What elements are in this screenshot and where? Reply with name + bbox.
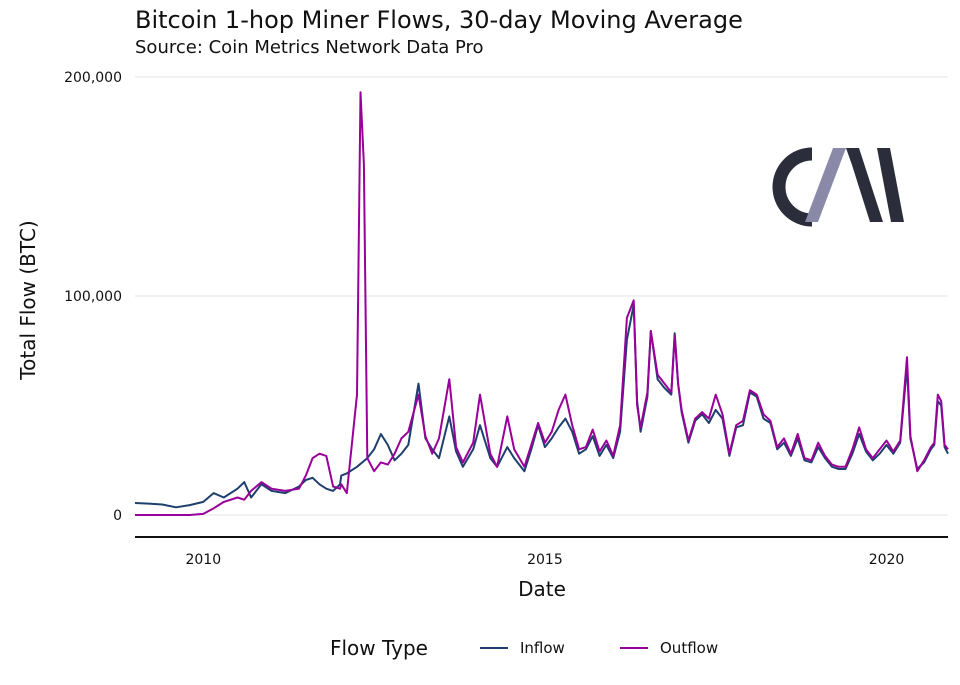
gridlines <box>135 76 948 516</box>
legend-label-inflow: Inflow <box>520 639 565 657</box>
y-tick-label: 100,000 <box>64 289 122 305</box>
x-tick-label: 2020 <box>869 552 905 568</box>
y-axis-title: Total Flow (BTC) <box>16 220 40 380</box>
x-tick-label: 2015 <box>527 552 563 568</box>
series-line-outflow <box>135 91 949 516</box>
x-axis-ticks: 2010 2015 2020 <box>185 552 904 568</box>
logo-m-right <box>877 148 904 222</box>
y-tick-label: 0 <box>113 508 122 524</box>
y-axis-ticks: 0 100,000 200,000 <box>64 70 122 524</box>
series-line-inflow <box>134 303 949 509</box>
chart-subtitle: Source: Coin Metrics Network Data Pro <box>135 37 484 58</box>
chart-title: Bitcoin 1-hop Miner Flows, 30-day Moving… <box>135 6 743 34</box>
logo-slash-shape <box>805 148 846 222</box>
y-tick-label: 200,000 <box>64 70 122 86</box>
x-axis-title: Date <box>518 577 566 601</box>
legend-label-outflow: Outflow <box>660 639 718 657</box>
logo-m-middle <box>846 148 883 222</box>
cm-logo <box>772 147 904 227</box>
x-tick-label: 2010 <box>185 552 221 568</box>
legend-title: Flow Type <box>330 636 428 660</box>
logo-c-shape <box>772 147 813 227</box>
legend: Flow Type Inflow Outflow <box>330 636 718 660</box>
series-lines <box>134 91 949 516</box>
